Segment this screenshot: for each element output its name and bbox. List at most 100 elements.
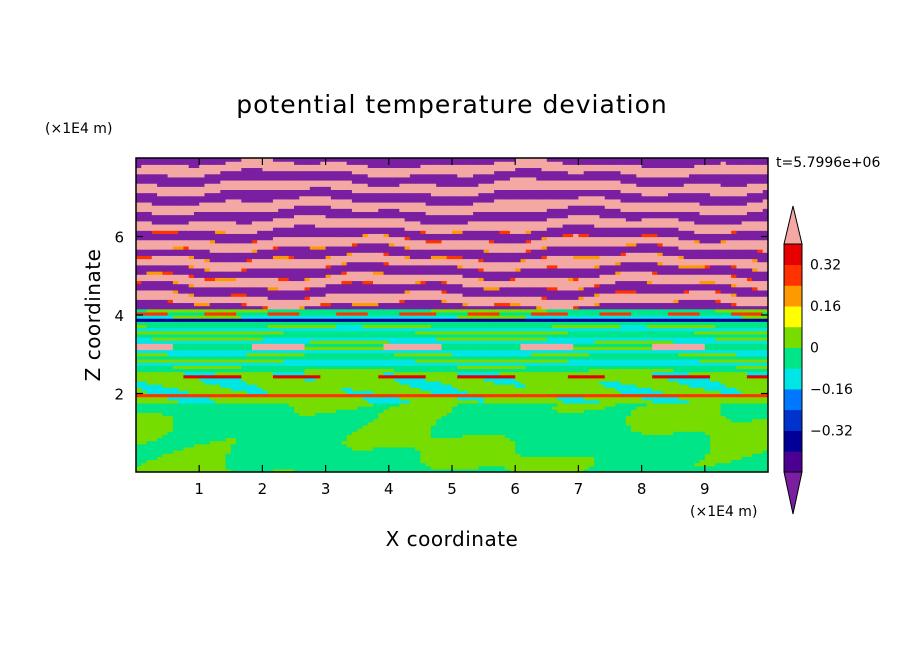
field-cell <box>199 349 206 354</box>
field-cell <box>520 468 527 472</box>
field-cell <box>172 380 179 385</box>
field-cell <box>467 365 474 369</box>
field-cell <box>383 374 390 379</box>
field-cell <box>146 346 153 351</box>
field-cell <box>704 396 711 401</box>
field-cell <box>478 443 485 448</box>
field-cell <box>588 462 595 467</box>
field-cell <box>246 374 253 379</box>
field-cell <box>736 437 743 442</box>
field-cell <box>578 415 585 420</box>
field-cell <box>720 459 727 464</box>
field-cell <box>704 450 711 454</box>
field-cell <box>657 440 664 445</box>
field-cell <box>736 352 743 357</box>
field-cell <box>230 402 237 407</box>
field-cell <box>262 343 269 347</box>
field-cell <box>578 443 585 448</box>
field-cell <box>552 431 558 435</box>
field-cell <box>251 406 258 410</box>
field-cell <box>436 456 443 461</box>
field-cell <box>699 380 706 385</box>
field-cell <box>362 459 369 464</box>
field-cell <box>193 434 200 439</box>
field-cell <box>599 440 606 445</box>
field-cell <box>736 402 743 407</box>
field-cell <box>330 399 337 404</box>
field-cell <box>367 450 374 454</box>
field-cell <box>373 355 379 360</box>
field-cell <box>762 446 768 451</box>
field-cell <box>315 349 321 354</box>
field-cell <box>215 428 221 432</box>
field-cell <box>499 368 506 373</box>
field-cell <box>710 346 716 351</box>
field-cell <box>162 465 169 470</box>
field-cell <box>236 384 242 388</box>
field-cell <box>141 415 148 420</box>
field-cell <box>294 368 300 373</box>
field-cell <box>246 368 253 373</box>
field-cell <box>330 406 337 410</box>
field-cell <box>694 365 701 369</box>
field-cell <box>436 402 443 407</box>
field-cell <box>715 409 722 413</box>
field-cell <box>473 343 479 347</box>
field-cell <box>578 365 585 369</box>
field-cell <box>483 396 490 401</box>
field-cell <box>373 424 379 429</box>
field-cell <box>499 446 506 451</box>
field-cell <box>141 406 148 410</box>
field-cell <box>267 468 274 472</box>
field-cell <box>699 424 706 429</box>
field-cell <box>257 399 263 404</box>
field-cell <box>362 371 369 376</box>
field-cell <box>452 362 458 366</box>
field-cell <box>757 421 764 426</box>
field-cell <box>725 421 732 426</box>
field-cell <box>241 352 248 357</box>
field-cell <box>325 396 332 401</box>
field-cell <box>573 406 579 410</box>
field-cell <box>578 468 585 472</box>
field-cell <box>209 465 216 470</box>
field-cell <box>425 374 432 379</box>
field-cell <box>704 387 711 391</box>
field-cell <box>215 380 221 385</box>
field-cell <box>578 465 585 470</box>
field-cell <box>215 390 221 395</box>
field-cell <box>325 358 332 363</box>
field-cell <box>330 437 337 442</box>
field-cell <box>236 418 242 423</box>
field-cell <box>625 440 632 445</box>
field-cell <box>383 393 390 398</box>
field-cell <box>420 371 427 376</box>
field-cell <box>325 387 332 391</box>
field-cell <box>699 365 706 369</box>
field-cell <box>320 362 327 366</box>
field-cell <box>351 349 358 354</box>
field-cell <box>394 368 400 373</box>
field-cell <box>367 402 374 407</box>
field-cell <box>631 368 637 373</box>
field-cell <box>657 437 664 442</box>
field-cell <box>383 440 390 445</box>
field-cell <box>720 374 727 379</box>
field-cell <box>188 393 195 398</box>
field-cell <box>188 402 195 407</box>
field-cell <box>752 440 759 445</box>
field-cell <box>741 390 748 395</box>
field-cell <box>415 443 421 448</box>
field-cell <box>715 343 722 347</box>
field-cell <box>325 431 332 435</box>
field-cell <box>188 415 195 420</box>
field-cell <box>309 424 316 429</box>
field-cell <box>541 453 548 457</box>
field-cell <box>294 384 300 388</box>
field-cell <box>620 371 627 376</box>
field-cell <box>652 468 658 472</box>
field-cell <box>404 368 411 373</box>
field-cell <box>346 453 353 457</box>
field-cell <box>588 346 595 351</box>
field-cell <box>725 440 732 445</box>
